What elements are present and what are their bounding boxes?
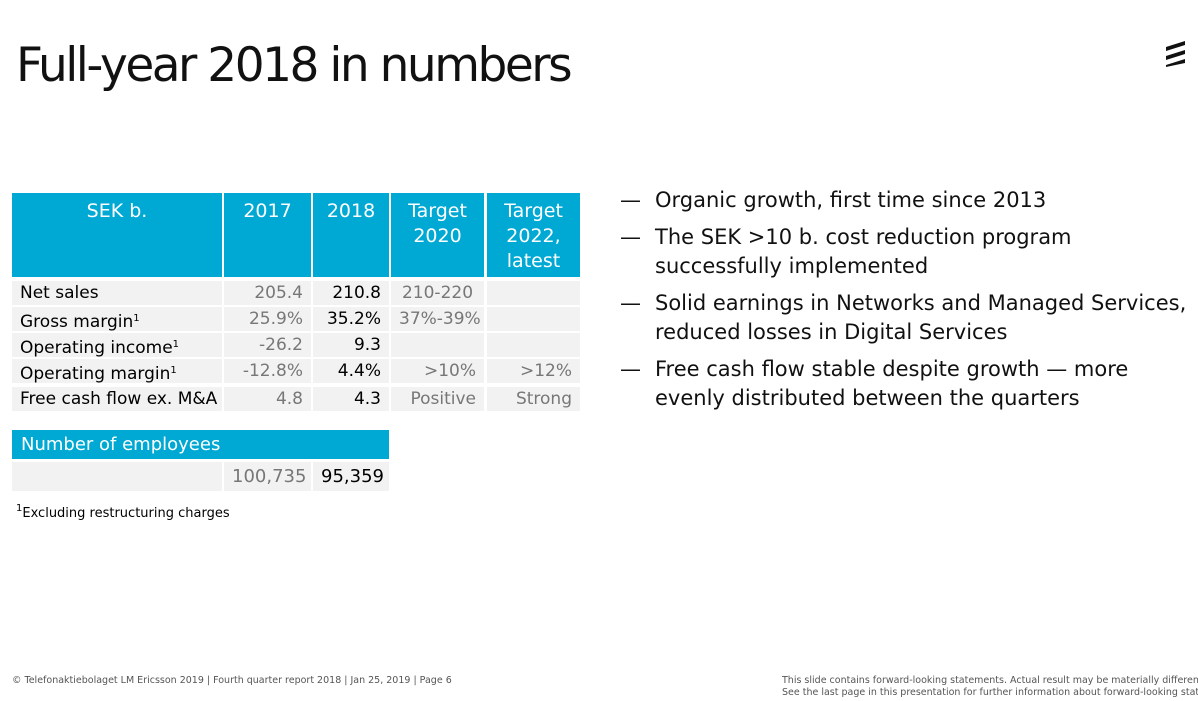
value-2018: 9.3 bbox=[313, 333, 389, 357]
target-2022 bbox=[487, 281, 580, 305]
row-label-text: Free cash flow ex. M&A bbox=[20, 389, 218, 409]
table-row-label: Free cash flow ex. M&A bbox=[12, 387, 222, 411]
table-header-text: SEK b. bbox=[86, 200, 148, 222]
employees-2017: 100,735 bbox=[224, 462, 311, 491]
footnote-ref: 1 bbox=[133, 313, 140, 324]
table-row-label: Gross margin1 bbox=[12, 307, 222, 332]
table-header-cell: Target 2022, latest bbox=[487, 193, 580, 277]
footnote-text: Excluding restructuring charges bbox=[22, 506, 230, 521]
bullet-item: — Solid earnings in Networks and Managed … bbox=[620, 289, 1190, 347]
value-2018: 210.8 bbox=[313, 281, 389, 305]
target-2022: >12% bbox=[487, 359, 580, 383]
row-label-text: Gross margin bbox=[20, 312, 134, 332]
target-2020: Positive bbox=[391, 387, 484, 411]
value-2018: 4.3 bbox=[313, 387, 389, 411]
bullet-text: Free cash flow stable despite growth — m… bbox=[655, 357, 1129, 410]
footnote-ref: 1 bbox=[172, 339, 180, 350]
target-2020: >10% bbox=[391, 359, 484, 383]
target-2020: 210-220 bbox=[391, 281, 484, 305]
bullet-dash: — bbox=[620, 291, 641, 315]
value-2017: -12.8% bbox=[224, 359, 311, 383]
table-header-text: 2017 bbox=[243, 200, 292, 222]
footnote-mark: 1 bbox=[16, 503, 23, 514]
row-label-text: Operating income bbox=[20, 338, 173, 358]
target-2022 bbox=[487, 333, 580, 357]
value-2018: 4.4% bbox=[313, 359, 389, 383]
table-header-cell: Target 2020 bbox=[391, 193, 484, 277]
table-row-label: Net sales bbox=[12, 281, 222, 305]
target-2022: Strong bbox=[487, 387, 580, 411]
bullet-text: The SEK >10 b. cost reduction program su… bbox=[655, 225, 1072, 278]
bullet-dash: — bbox=[620, 188, 641, 212]
table-header-text: Target 2020 bbox=[408, 200, 467, 247]
value-2017: 205.4 bbox=[224, 281, 311, 305]
page-title: Full-year 2018 in numbers bbox=[16, 38, 573, 93]
bullet-dash: — bbox=[620, 225, 641, 249]
value-2017: 4.8 bbox=[224, 387, 311, 411]
footer-disclaimer-1: This slide contains forward-looking stat… bbox=[782, 675, 1198, 686]
value-2017: 25.9% bbox=[224, 307, 311, 331]
target-2022 bbox=[487, 307, 580, 331]
table-header-cell: 2018 bbox=[313, 193, 389, 277]
table-row-label: Operating income1 bbox=[12, 333, 222, 358]
row-label-text: Operating margin bbox=[20, 364, 171, 384]
table-header-cell: SEK b. bbox=[12, 193, 222, 277]
employees-header: Number of employees bbox=[12, 430, 389, 459]
bullet-item: — The SEK >10 b. cost reduction program s… bbox=[620, 223, 1190, 281]
ericsson-logo-icon bbox=[1166, 41, 1185, 67]
table-row-label: Operating margin1 bbox=[12, 359, 222, 384]
row-label-text: Net sales bbox=[20, 283, 99, 303]
bullet-item: — Organic growth, first time since 2013 bbox=[620, 186, 1190, 215]
value-2017: -26.2 bbox=[224, 333, 311, 357]
table-header-text: 2018 bbox=[326, 200, 376, 222]
bullet-dash: — bbox=[620, 357, 641, 381]
table-header-text: Target 2022, latest bbox=[504, 200, 563, 272]
footnote: 1Excluding restructuring charges bbox=[16, 503, 230, 521]
employees-2018: 95,359 bbox=[313, 462, 389, 491]
footer-disclaimer-2: See the last page in this presentation f… bbox=[782, 687, 1198, 698]
bullet-text: Solid earnings in Networks and Managed S… bbox=[655, 291, 1187, 344]
footnote-ref: 1 bbox=[170, 365, 177, 376]
employees-label-cell bbox=[12, 462, 222, 491]
footer-copyright: © Telefonaktiebolaget LM Ericsson 2019 |… bbox=[12, 675, 452, 686]
target-2020: 37%-39% bbox=[391, 307, 484, 331]
bullet-text: Organic growth, first time since 2013 bbox=[655, 188, 1047, 212]
target-2020 bbox=[391, 333, 484, 357]
table-header-cell: 2017 bbox=[224, 193, 311, 277]
value-2018: 35.2% bbox=[313, 307, 389, 331]
bullet-item: — Free cash flow stable despite growth — … bbox=[620, 355, 1190, 413]
bullet-list: — Organic growth, first time since 2013 —… bbox=[620, 186, 1190, 421]
